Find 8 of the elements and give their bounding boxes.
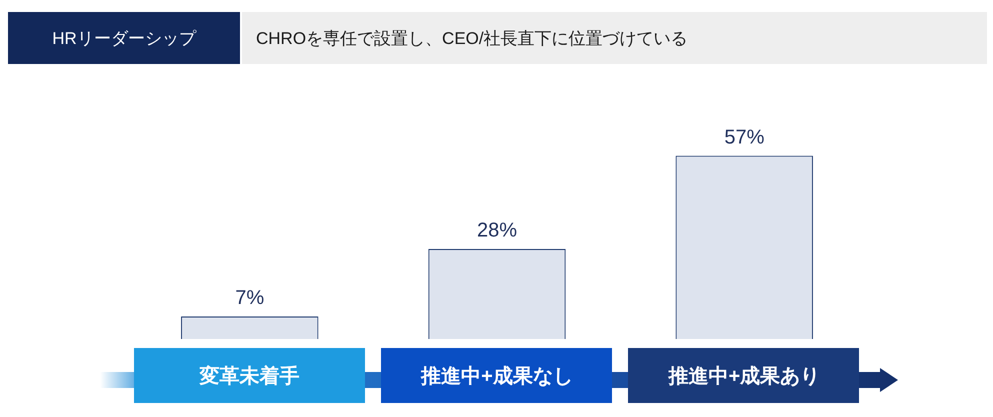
x-tick-label: 推進中+成果あり	[667, 366, 820, 388]
data-label: 57%	[724, 126, 765, 148]
x-tick-label: 推進中+成果なし	[420, 366, 573, 388]
data-label: 28%	[476, 220, 518, 242]
x-tick-label: 変革未着手	[198, 364, 300, 388]
data-label: 7%	[235, 287, 264, 310]
chart-subtitle: HRリーダーシップ	[8, 12, 240, 64]
chart-title: CHROを専任で設置し、CEO/社長直下に位置づけている	[242, 12, 987, 64]
